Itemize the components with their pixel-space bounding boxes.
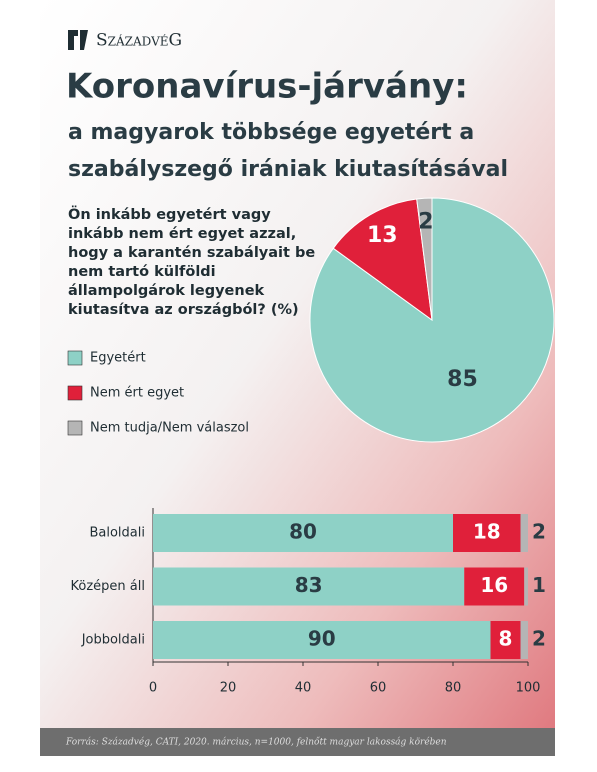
x-tick-label: 0 — [149, 681, 157, 696]
bar-segment — [153, 514, 453, 552]
bar-segment — [153, 621, 491, 659]
x-tick-label: 80 — [445, 681, 462, 696]
bar-label: 80 — [289, 520, 317, 544]
x-tick-label: 20 — [220, 681, 237, 696]
title: Koronavírus-járvány: — [66, 67, 468, 107]
x-tick-label: 40 — [295, 681, 312, 696]
x-tick-label: 100 — [516, 681, 541, 696]
bar-segment — [453, 514, 521, 552]
subtitle: szabályszegő irániak kiutasításával — [68, 157, 508, 182]
bar-label: 2 — [532, 520, 546, 544]
legend-swatch — [67, 385, 83, 401]
question: Ön inkább egyetért vagy inkább nem ért e… — [68, 207, 316, 318]
bar-segment — [464, 567, 525, 606]
brand: SzázadvéG — [96, 31, 182, 51]
subtitle: a magyarok többsége egyetért a — [68, 120, 474, 145]
brand-logo — [68, 30, 88, 50]
pie-slice — [332, 198, 433, 322]
legend-swatch — [67, 420, 83, 436]
legend-swatch — [67, 350, 83, 366]
bar-label: 83 — [295, 573, 323, 597]
legend-label: Nem tudja/Nem válaszol — [90, 421, 249, 436]
pie-label: 85 — [447, 367, 478, 392]
bar-segment — [490, 621, 521, 659]
bar-label: 18 — [473, 520, 501, 544]
bar-segment — [153, 567, 465, 606]
bar-label: 2 — [532, 627, 546, 651]
source: Forrás: Századvég, CATI, 2020. március, … — [65, 737, 447, 748]
bar-segment — [520, 621, 528, 659]
pie-label: 2 — [418, 210, 433, 235]
y-tick-label: Középen áll — [71, 579, 145, 594]
bar-label: 1 — [532, 573, 546, 597]
x-tick-label: 60 — [370, 681, 387, 696]
bar-label: 90 — [308, 627, 336, 651]
y-tick-label: Jobboldali — [81, 633, 145, 648]
footer-bar — [40, 728, 555, 756]
bar-segment — [524, 567, 528, 606]
legend-label: Egyetért — [90, 351, 146, 366]
bar-label: 16 — [480, 573, 508, 597]
y-tick-label: Baloldali — [89, 526, 145, 541]
bar-segment — [520, 514, 528, 552]
pie-label: 13 — [367, 223, 398, 248]
bar-label: 8 — [499, 627, 513, 651]
pie-slice — [416, 197, 433, 321]
legend-label: Nem ért egyet — [90, 386, 184, 401]
